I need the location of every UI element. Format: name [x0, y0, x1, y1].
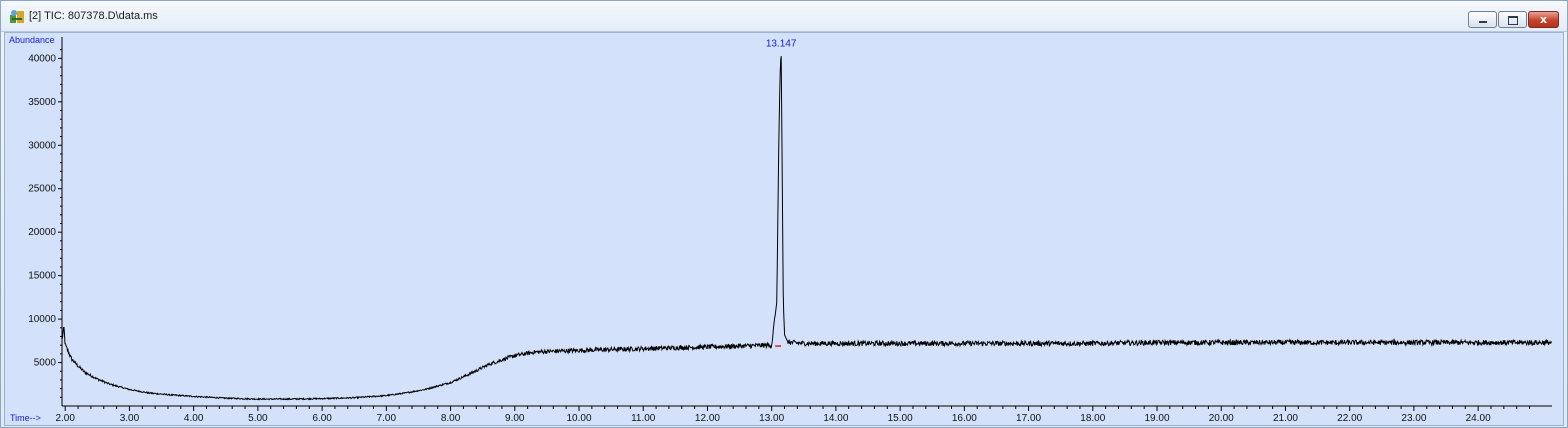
x-tick-label: 19.00 [1145, 413, 1170, 424]
x-tick-label: 11.00 [631, 413, 656, 424]
y-tick-label: 5000 [34, 358, 57, 369]
x-tick-label: 10.00 [566, 413, 591, 424]
x-tick-label: 18.00 [1080, 413, 1105, 424]
y-tick-label: 10000 [28, 314, 56, 325]
x-tick-label: 24.00 [1466, 413, 1491, 424]
x-tick-label: 13.00 [759, 413, 784, 424]
y-tick-label: 40000 [28, 53, 56, 64]
x-axis-title: Time--> [10, 413, 41, 423]
chromatogram-plot-area[interactable]: Abundance Time--> 5000 10000 15000 20000 250… [4, 32, 1564, 426]
y-ticks: 5000 10000 15000 20000 25000 30000 35000 40000 [28, 49, 62, 398]
window-title: [2] TIC: 807378.D\data.ms [29, 10, 158, 22]
close-icon: x [1539, 13, 1548, 26]
y-tick-label: 20000 [28, 227, 56, 238]
x-tick-label: 7.00 [377, 413, 397, 424]
tic-trace-line [61, 56, 1552, 401]
x-tick-label: 3.00 [120, 413, 140, 424]
x-tick-label: 23.00 [1401, 413, 1426, 424]
minimize-button[interactable] [1468, 11, 1497, 28]
y-tick-label: 30000 [28, 140, 56, 151]
x-tick-label: 20.00 [1209, 413, 1234, 424]
y-tick-label: 35000 [28, 97, 56, 108]
x-tick-label: 15.00 [888, 413, 913, 424]
x-tick-label: 14.00 [823, 413, 848, 424]
maximize-button[interactable] [1498, 11, 1527, 28]
maximize-icon [1508, 16, 1518, 25]
x-tick-label: 9.00 [505, 413, 525, 424]
x-tick-label: 6.00 [312, 413, 332, 424]
x-ticks: 2.00 3.00 4.00 5.00 6.00 7.00 8.00 9.00 10.00 11.… [55, 406, 1531, 424]
y-tick-label: 25000 [28, 184, 56, 195]
x-tick-label: 5.00 [248, 413, 268, 424]
x-tick-label: 2.00 [55, 413, 75, 424]
y-axis-title: Abundance [9, 35, 55, 45]
instrument-icon [10, 10, 24, 23]
tic-chart[interactable]: Abundance Time--> 5000 10000 15000 20000 250… [5, 33, 1563, 425]
x-tick-label: 16.00 [952, 413, 977, 424]
x-tick-label: 17.00 [1016, 413, 1041, 424]
title-bar[interactable]: [2] TIC: 807378.D\data.ms x [1, 1, 1567, 32]
y-tick-label: 15000 [28, 271, 56, 282]
close-button[interactable]: x [1528, 11, 1559, 28]
x-tick-label: 12.00 [695, 413, 720, 424]
x-tick-label: 22.00 [1337, 413, 1362, 424]
minimize-icon [1479, 21, 1487, 23]
peak-label: 13.147 [766, 39, 797, 50]
x-tick-label: 8.00 [441, 413, 461, 424]
x-tick-label: 4.00 [184, 413, 204, 424]
axes [61, 37, 1552, 407]
x-tick-label: 21.00 [1273, 413, 1298, 424]
